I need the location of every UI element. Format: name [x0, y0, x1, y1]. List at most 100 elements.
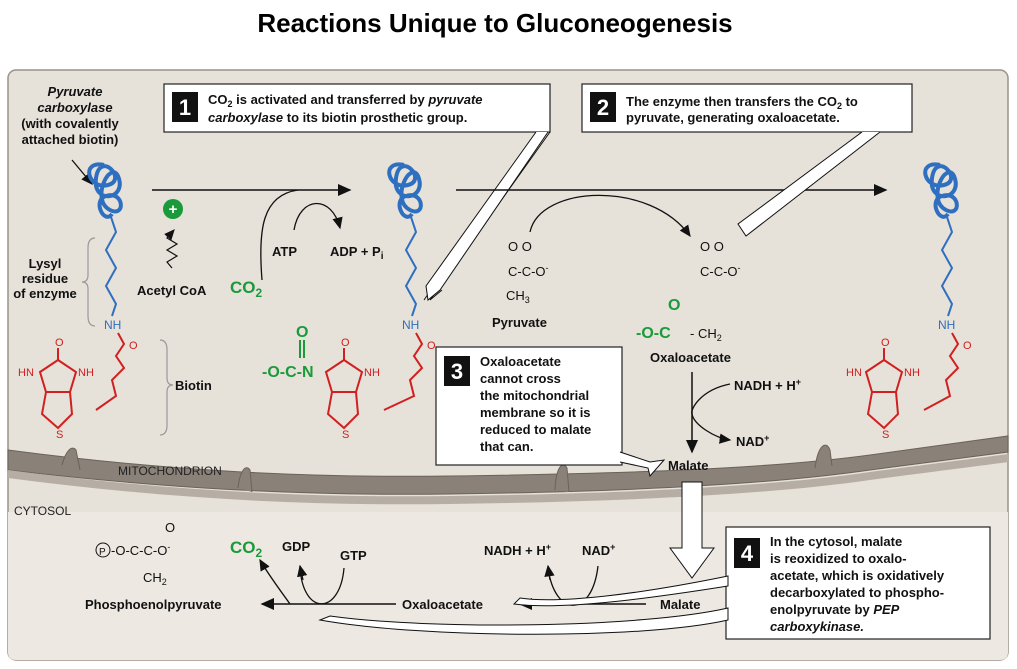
- diagram-title: Reactions Unique to Gluconeogenesis: [257, 8, 732, 38]
- step3-text-line6: that can.: [480, 439, 533, 454]
- step4-number: 4: [741, 541, 754, 566]
- malate-cyt-label: Malate: [660, 597, 700, 612]
- biotin-brace: [159, 339, 174, 436]
- step3-text-line1: Oxaloacetate: [480, 354, 561, 369]
- step4-text-line3: acetate, which is oxidatively: [770, 568, 945, 583]
- pyruvate-methyl: CH3: [506, 288, 530, 305]
- step2-callout-tail: [737, 131, 881, 237]
- pep-ch2: CH2: [143, 570, 167, 587]
- step1-number: 1: [179, 95, 191, 120]
- step4-text-line4: decarboxylated to phospho-: [770, 585, 944, 600]
- oaa-oxygens: O O: [700, 239, 724, 254]
- activator-plus-sign: +: [169, 201, 178, 218]
- membrane-inner: [8, 454, 1008, 505]
- step3-text-line5: reduced to malate: [480, 422, 591, 437]
- nad-cyt-label: NAD+: [582, 542, 615, 558]
- pep-backbone: -O-C-C-O-: [111, 542, 170, 558]
- co2-product: CO2: [230, 538, 263, 560]
- enzyme-coil-3: [923, 162, 959, 219]
- nadh-cyt-label: NADH + H+: [484, 542, 551, 558]
- atp-label: ATP: [272, 244, 297, 259]
- oaa-new-carboxyl: -O-C: [636, 325, 671, 342]
- oaa-new-carboxyl-o: O: [668, 297, 680, 314]
- acetyl-coa-activation-arrow: [164, 229, 179, 269]
- enzyme-biotin-complex-3: NH O O HN NH S: [846, 162, 972, 441]
- lysyl-label-line3: of enzyme: [13, 286, 77, 301]
- nadh-mito-label: NADH + H+: [734, 377, 801, 393]
- pyruvate-backbone: C-C-O-: [508, 263, 549, 279]
- pyruvate-structure: O O C-C-O- CH3: [506, 239, 549, 305]
- biotin-ring-o-1: O: [55, 337, 64, 349]
- activator-plus-badge: [163, 199, 183, 219]
- biotin-rings-1: [38, 348, 78, 430]
- step4-text-line6: carboxykinase.: [770, 619, 864, 634]
- step2-number: 2: [597, 95, 609, 120]
- biotin-nh-3: NH: [904, 367, 920, 379]
- adp-pi-label: ADP + Pi: [330, 244, 384, 262]
- lysyl-label-line2: residue: [22, 271, 68, 286]
- pyruvate-to-oaa-arc: [529, 194, 691, 238]
- biotin-chain-1: [95, 332, 126, 411]
- biotin-chain-2: [383, 332, 424, 411]
- crista-3: [554, 464, 570, 493]
- gdp-label: GDP: [282, 539, 311, 554]
- biotin-nh-2: NH: [364, 367, 380, 379]
- biotin-label: Biotin: [175, 378, 212, 393]
- pyruvate-oxygens: O O: [508, 239, 532, 254]
- step4-text-line1: In the cytosol, malate: [770, 534, 902, 549]
- step2-text-line1: The enzyme then transfers the CO2 to: [626, 94, 858, 111]
- lysyl-brace: [81, 237, 96, 327]
- biotin-o-2: O: [427, 340, 436, 352]
- step3-text-line4: membrane so it is: [480, 405, 591, 420]
- enzyme-note-line1: (with covalently: [21, 116, 119, 131]
- co2-reactant: CO2: [230, 278, 263, 300]
- step2-callout: [581, 83, 913, 133]
- pep-label: Phosphoenolpyruvate: [85, 597, 222, 612]
- biotin-s-1: S: [56, 429, 63, 441]
- step1-text-line2: carboxylase to its biotin prosthetic gro…: [208, 110, 467, 125]
- pep-structure: O P -O-C-C-O- CH2: [95, 520, 175, 587]
- atp-hydrolysis-arc: [293, 202, 343, 231]
- lysyl-nh-1: NH: [104, 318, 121, 332]
- biotin-ring-o-3: O: [881, 337, 890, 349]
- gdp-out-arrow: [297, 564, 308, 581]
- step2-text-line2: pyruvate, generating oxaloacetate.: [626, 110, 840, 125]
- lysyl-chain-1: [104, 213, 118, 317]
- enzyme-coil-1: [87, 162, 123, 219]
- step1-badge: [172, 92, 198, 122]
- biotin-ring-o-2: O: [341, 337, 350, 349]
- enzyme-pointer-arrow: [71, 159, 93, 185]
- lysyl-nh-3: NH: [938, 318, 955, 332]
- cytosol-label: CYTOSOL: [14, 504, 71, 518]
- mitochondrion-label: MITOCHONDRION: [118, 464, 222, 478]
- step2-badge: [590, 92, 616, 122]
- pyruvate-label: Pyruvate: [492, 315, 547, 330]
- step1-callout-tail: [425, 131, 549, 301]
- enzyme-name-line1: Pyruvate: [48, 84, 103, 99]
- step4-callout-tail: [318, 607, 729, 635]
- biotin-rings-2: [324, 348, 364, 430]
- step3-badge: [444, 356, 470, 386]
- biotin-hn-3: HN: [846, 367, 862, 379]
- crista-2: [237, 467, 253, 493]
- enzyme-biotin-complex-2: NH O O NH S -O-C-N O: [262, 162, 436, 441]
- biotin-nh-1: NH: [78, 367, 94, 379]
- oaa-backbone: C-C-O-: [700, 263, 741, 279]
- nad-mito-label: NAD+: [736, 433, 769, 449]
- enzyme-note-line2: attached biotin): [22, 132, 119, 147]
- oaa-ch2: - CH2: [690, 326, 722, 343]
- biotin-o-1: O: [129, 340, 138, 352]
- biotin-hn-1: HN: [18, 367, 34, 379]
- malate-transport-arrow: [669, 481, 715, 579]
- gtp-label: GTP: [340, 548, 367, 563]
- carboxy-o: O: [296, 324, 308, 341]
- pep-oxygen: O: [165, 520, 175, 535]
- nadh-cytosol-out: [544, 564, 555, 581]
- enzyme-biotin-complex-1: NH O O HN NH S: [18, 162, 138, 441]
- oaa-mito-label: Oxaloacetate: [650, 350, 731, 365]
- co2-input-curve: [260, 189, 299, 281]
- biotin-s-3: S: [882, 429, 889, 441]
- lysyl-chain-2: [404, 213, 418, 317]
- lysyl-chain-3: [940, 213, 954, 317]
